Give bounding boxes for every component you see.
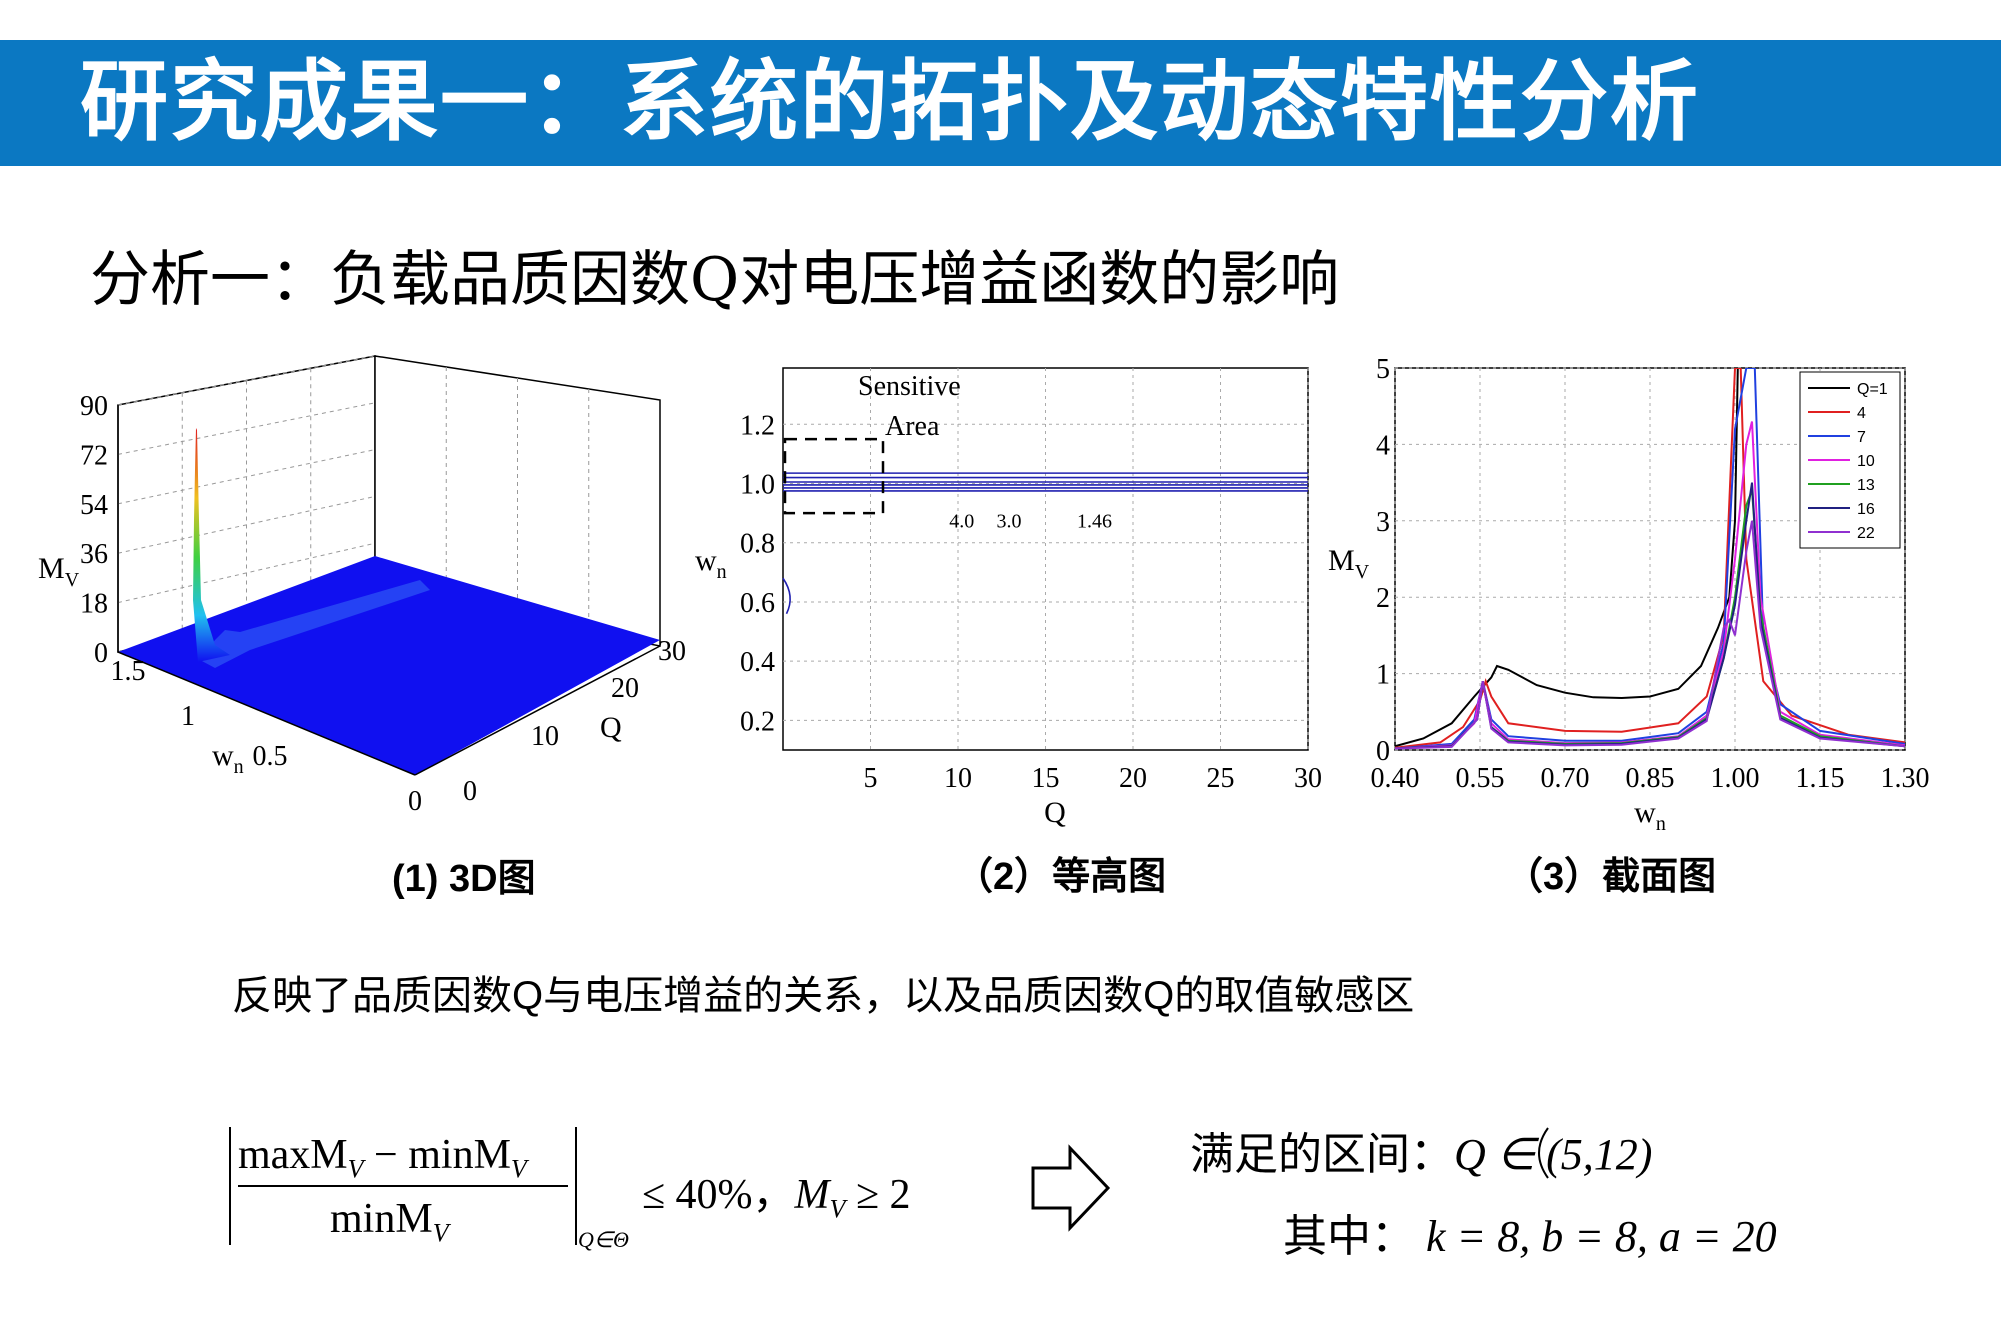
legend-label: 7 (1857, 429, 1866, 446)
surface-peak (193, 428, 230, 662)
contour-x-axis-label: Q (1044, 796, 1066, 829)
z-axis-label: MV (38, 552, 80, 591)
contour-x-tick-label: 20 (1119, 763, 1147, 794)
contour-y-tick-label: 0.8 (740, 529, 775, 560)
legend-label: Q=1 (1857, 381, 1888, 398)
section-x-tick-label: 0.55 (1456, 763, 1505, 794)
section-x-tick-label: 0.70 (1541, 763, 1590, 794)
contour-y-tick-label: 1.2 (740, 410, 775, 441)
section-series-lines (1395, 368, 1905, 750)
surface-3d-chart: 90 72 54 36 18 0 1.5 1 0.5 0 30 20 10 0 MV wn Q (38, 355, 686, 817)
left-paren-shape (1538, 1127, 1549, 1179)
wn-axis-label: wn (212, 739, 244, 778)
legend-label: 13 (1857, 477, 1875, 494)
q-axis-label: Q (600, 711, 622, 744)
contour-x-tick-label: 25 (1207, 763, 1235, 794)
q-tick-label: 20 (611, 673, 639, 704)
series-line (1395, 368, 1739, 748)
section-subtitle: 分析一：负载品质因数Q对电压增益函数的影响 (90, 245, 1340, 315)
contour-y-tick-label: 0.6 (740, 588, 775, 619)
section-legend: Q=1 4 7 10 13 16 22 (1799, 371, 1901, 549)
z-tick-label: 72 (80, 440, 108, 471)
formula-numerator: maxMV − minMV (238, 1132, 527, 1184)
contour-chart: Sensitive Area 4.0 3.0 1.46 5 10 15 20 25 30 1.… (695, 367, 1323, 829)
caption-3d: (1) 3D图 (392, 858, 536, 900)
z-tick-label: 18 (80, 589, 108, 620)
contour-value-label: 3.0 (997, 510, 1022, 532)
formula-subscript: Q∈Θ (578, 1227, 629, 1252)
contour-lines (782, 472, 1308, 615)
contour-x-tick-label: 30 (1294, 763, 1322, 794)
section-y-tick-label: 5 (1376, 354, 1390, 385)
surface-floor (118, 556, 660, 775)
section-x-tick-label: 1.00 (1711, 763, 1760, 794)
contour-y-tick-label: 0.2 (740, 706, 775, 737)
section-y-tick-labels: 5 4 3 2 1 0 (1376, 354, 1390, 767)
contour-grid (783, 368, 1309, 750)
section-x-tick-label: 0.40 (1371, 763, 1420, 794)
series-line (1395, 520, 1905, 750)
contour-value-label: 1.46 (1077, 510, 1112, 532)
contour-value-labels: 4.0 3.0 1.46 (949, 510, 1112, 532)
contour-x-tick-label: 10 (944, 763, 972, 794)
wn-tick-label: 1.5 (111, 656, 146, 687)
result-interval: 满足的区间：Q ∈ (5,12) (1190, 1130, 1653, 1179)
q-tick-label: 30 (658, 636, 686, 667)
wn-tick-label: 1 (181, 701, 195, 732)
contour-x-tick-labels: 5 10 15 20 25 30 (864, 763, 1323, 794)
section-y-axis-label: MV (1328, 544, 1370, 583)
section-y-tick-label: 3 (1376, 507, 1390, 538)
contour-y-tick-label: 1.0 (740, 469, 775, 500)
section-x-tick-label: 1.30 (1881, 763, 1930, 794)
contour-y-tick-label: 0.4 (740, 647, 775, 678)
contour-y-axis-label: wn (695, 544, 727, 583)
wn-tick-label: 0 (408, 786, 422, 817)
z-tick-label: 54 (80, 490, 108, 521)
q-tick-label: 0 (463, 776, 477, 807)
contour-y-tick-labels: 1.2 1.0 0.8 0.6 0.4 0.2 (740, 410, 775, 737)
title-bar (0, 40, 2001, 166)
sensitive-label-line1: Sensitive (858, 371, 961, 402)
summary-note: 反映了品质因数Q与电压增益的关系，以及品质因数Q的取值敏感区 (232, 974, 1415, 1018)
z-tick-labels: 90 72 54 36 18 0 (80, 391, 108, 669)
contour-value-label: 4.0 (949, 510, 974, 532)
contour-line (782, 577, 791, 615)
section-x-tick-labels: 0.40 0.55 0.70 0.85 1.00 1.15 1.30 (1371, 763, 1930, 794)
legend-label: 22 (1857, 525, 1875, 542)
z-tick-label: 36 (80, 539, 108, 570)
section-y-tick-label: 2 (1376, 583, 1390, 614)
wn-tick-label: 0.5 (253, 741, 288, 772)
sensitive-label-line2: Area (885, 411, 940, 442)
q-tick-labels: 30 20 10 0 (463, 636, 686, 807)
surface-ridge (200, 580, 430, 668)
legend-label: 4 (1857, 405, 1866, 422)
z-tick-label: 0 (94, 638, 108, 669)
section-y-tick-label: 1 (1376, 660, 1390, 691)
page-title: 研究成果一：系统的拓扑及动态特性分析 (80, 50, 1701, 153)
formula-condition: ≤ 40%，MV ≥ 2 (642, 1172, 911, 1224)
z-tick-label: 90 (80, 391, 108, 422)
section-x-tick-label: 0.85 (1626, 763, 1675, 794)
wn-axis-line (117, 651, 416, 776)
q-tick-label: 10 (531, 721, 559, 752)
formula-denominator: minMV (330, 1196, 449, 1248)
section-x-tick-label: 1.15 (1796, 763, 1845, 794)
surface-grid (117, 355, 590, 653)
hollow-right-arrow-icon (1031, 1144, 1111, 1232)
caption-contour: （2）等高图 (955, 856, 1167, 898)
parameter-values: 其中： k = 8, b = 8, a = 20 (1283, 1212, 1777, 1261)
section-y-tick-label: 0 (1376, 736, 1390, 767)
q-axis-line (414, 645, 661, 776)
contour-x-tick-label: 15 (1032, 763, 1060, 794)
sensitive-area-box (783, 437, 885, 515)
legend-label: 16 (1857, 501, 1875, 518)
section-y-tick-label: 4 (1376, 430, 1390, 461)
caption-section: （3）截面图 (1505, 856, 1717, 898)
contour-x-tick-label: 5 (864, 763, 878, 794)
wn-tick-labels: 1.5 1 0.5 0 (111, 656, 423, 817)
section-x-axis-label: wn (1634, 796, 1666, 835)
legend-label: 10 (1857, 453, 1875, 470)
